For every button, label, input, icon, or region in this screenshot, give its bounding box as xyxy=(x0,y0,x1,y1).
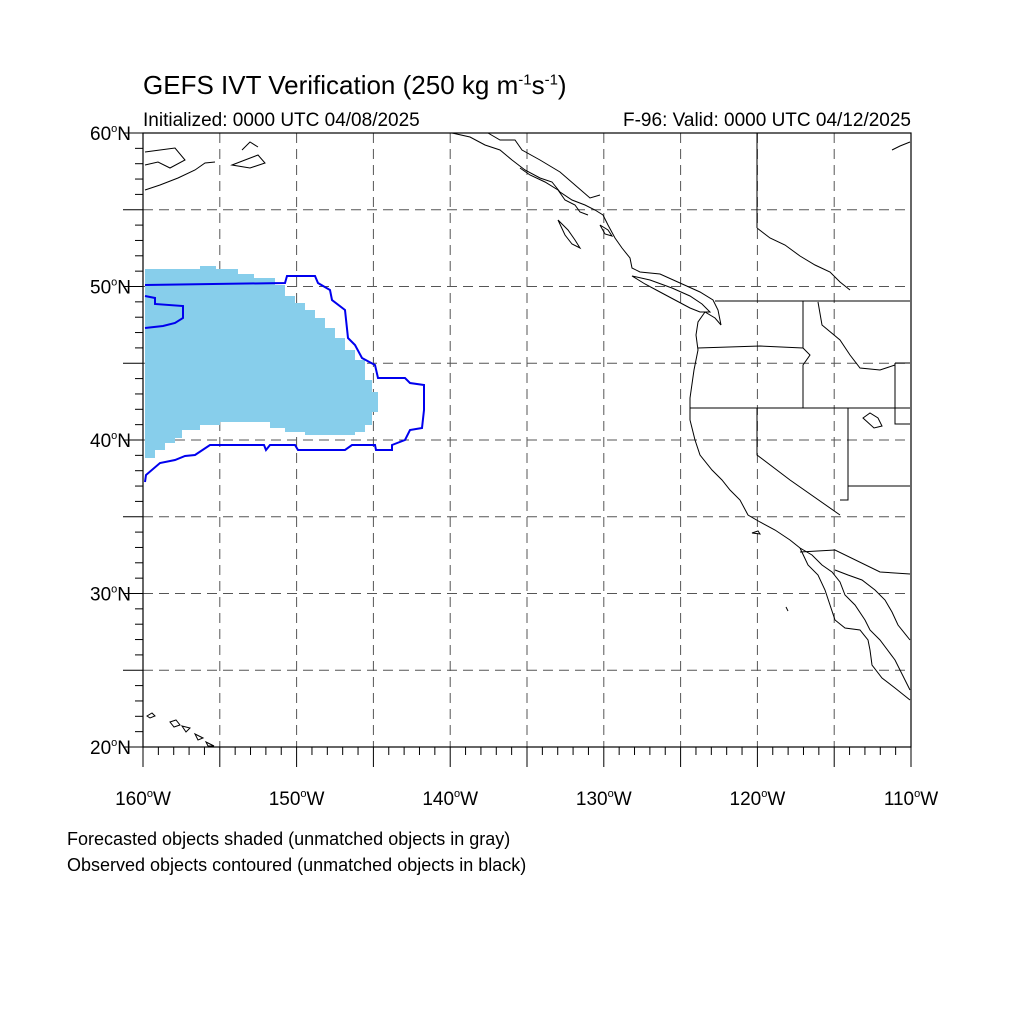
lon-label: 110oW xyxy=(884,788,938,810)
lon-label: 140oW xyxy=(422,788,478,810)
gridlines xyxy=(143,133,911,747)
lat-label: 60oN xyxy=(90,123,131,145)
lat-label: 20oN xyxy=(90,737,131,759)
map-title: GEFS IVT Verification (250 kg m-1s-1) xyxy=(143,70,567,100)
valid-time: F-96: Valid: 0000 UTC 04/12/2025 xyxy=(623,110,911,131)
notes: Forecasted objects shaded (unmatched obj… xyxy=(67,826,526,878)
lat-label: 40oN xyxy=(90,430,131,452)
lon-label: 160oW xyxy=(115,788,171,810)
note-forecast: Forecasted objects shaded (unmatched obj… xyxy=(67,829,511,849)
political-boundaries xyxy=(690,133,911,575)
ticks xyxy=(123,132,912,767)
observed-object-contour xyxy=(144,275,425,483)
note-observed: Observed objects contoured (unmatched ob… xyxy=(67,855,527,875)
lon-label: 130oW xyxy=(576,788,632,810)
axis-labels: 60oN 50oN 40oN 30oN 20oN 160oW 150oW 140oW 130oW… xyxy=(90,123,938,810)
lon-label: 120oW xyxy=(730,788,786,810)
lon-label: 150oW xyxy=(269,788,325,810)
lat-label: 30oN xyxy=(90,584,131,606)
lat-label: 50oN xyxy=(90,277,131,299)
forecast-object-shaded xyxy=(145,266,378,458)
initialized-time: Initialized: 0000 UTC 04/08/2025 xyxy=(143,110,420,131)
coastlines xyxy=(144,132,911,747)
